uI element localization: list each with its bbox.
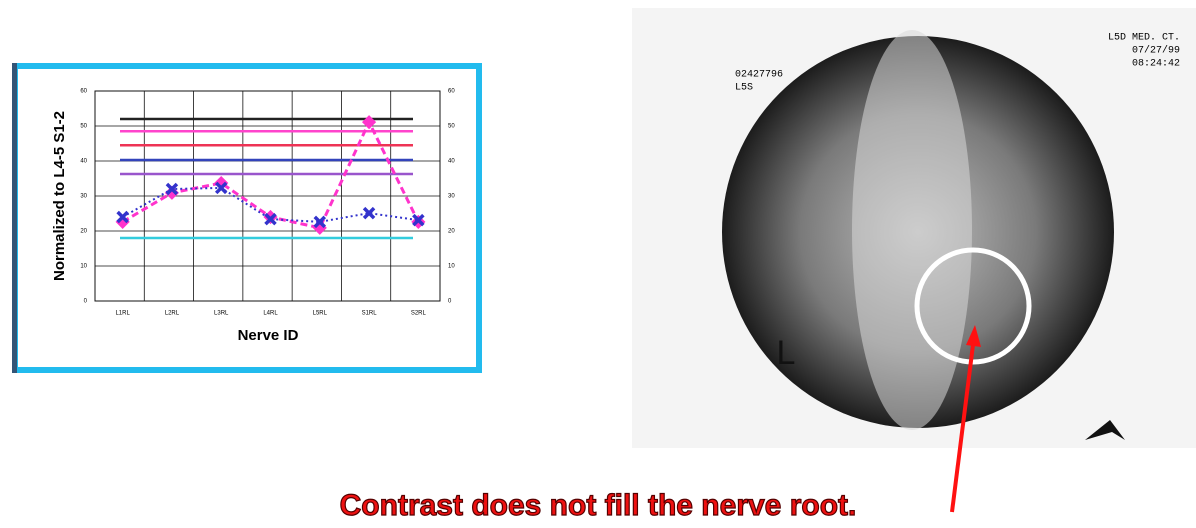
y-tick-label: 60 — [80, 89, 87, 95]
x-tick-label: L2RL — [165, 311, 180, 317]
y2-tick-label: 30 — [448, 194, 455, 200]
xray-spine — [852, 30, 972, 430]
y2-tick-label: 40 — [448, 159, 455, 165]
x-tick-label: L3RL — [214, 311, 229, 317]
y-tick-label: 30 — [80, 194, 87, 200]
y-tick-label: 40 — [80, 159, 87, 165]
x-tick-label: S2RL — [411, 311, 427, 317]
y-tick-label: 50 — [80, 124, 87, 130]
x-tick-label: L4RL — [263, 311, 278, 317]
xray-text: 07/27/99 — [1132, 45, 1180, 57]
chart-frame-edge — [12, 63, 17, 373]
slide: Normalized to L4-5 S1-2 Nerve ID 0242779… — [0, 0, 1196, 523]
xray-text: 08:24:42 — [1132, 59, 1180, 70]
y-tick-label: 20 — [80, 229, 87, 235]
y2-tick-label: 60 — [448, 89, 455, 95]
caption: Contrast does not fill the nerve root. — [340, 489, 857, 522]
y2-tick-label: 50 — [448, 124, 455, 130]
chart-panel — [18, 69, 476, 367]
xray-text: L5D MED. CT. — [1108, 33, 1180, 44]
y-tick-label: 10 — [80, 264, 87, 270]
x-tick-label: L1RL — [115, 311, 130, 317]
xray-text: 02427796 — [735, 70, 783, 81]
xray-text: L5S — [735, 83, 753, 94]
x-axis-label: Nerve ID — [238, 327, 299, 344]
page: Normalized to L4-5 S1-2 Nerve ID 0242779… — [0, 0, 1196, 528]
y2-tick-label: 20 — [448, 229, 455, 235]
x-tick-label: L5RL — [313, 311, 328, 317]
y2-tick-label: 10 — [448, 264, 455, 270]
y-axis-label: Normalized to L4-5 S1-2 — [51, 111, 68, 281]
xray-text: L — [777, 334, 796, 372]
x-tick-label: S1RL — [362, 311, 378, 317]
